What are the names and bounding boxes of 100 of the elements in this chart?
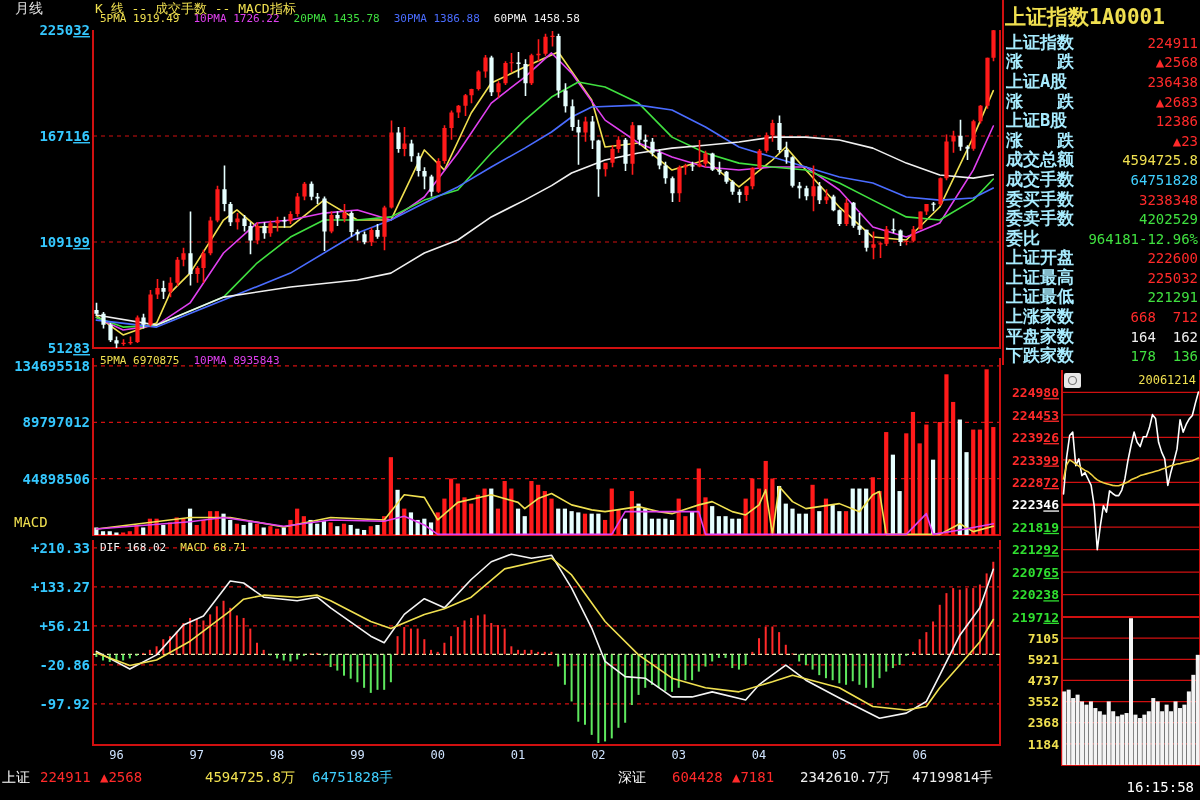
bar bbox=[824, 654, 827, 679]
y-tick-label: 219712 bbox=[1012, 609, 1059, 625]
bar bbox=[671, 654, 674, 692]
bar bbox=[450, 636, 453, 655]
bar bbox=[811, 654, 814, 670]
bar bbox=[268, 526, 273, 535]
bar bbox=[818, 654, 821, 676]
bar bbox=[804, 654, 807, 666]
text: 164 162 bbox=[1130, 328, 1198, 345]
bar bbox=[798, 654, 801, 662]
text: 上证开盘 bbox=[1005, 247, 1074, 268]
text: 3238348 bbox=[1138, 191, 1198, 208]
chart-title: 20061214 bbox=[1138, 373, 1196, 387]
bar bbox=[891, 654, 894, 669]
y-tick-label: 223399 bbox=[1012, 452, 1059, 468]
y-tick-label: +210.33 bbox=[30, 539, 90, 556]
y-tick-label: -20.86 bbox=[39, 656, 90, 673]
text: 236438 bbox=[1147, 73, 1198, 90]
bar bbox=[362, 529, 367, 535]
chart-title: MACD bbox=[14, 514, 48, 530]
y-tick-label: 220765 bbox=[1012, 564, 1059, 580]
bar bbox=[870, 477, 875, 535]
text: 成交手数 bbox=[1005, 168, 1075, 189]
bar bbox=[838, 654, 841, 684]
legend: 5PMA 6970875 10PMA 8935843 bbox=[100, 354, 280, 367]
bar bbox=[529, 481, 534, 535]
x-tick-label: 97 bbox=[189, 748, 204, 762]
bar bbox=[423, 639, 426, 655]
bar bbox=[376, 654, 379, 690]
text: 上证A股 bbox=[1005, 70, 1069, 91]
text: 下跌家数 bbox=[1005, 345, 1075, 366]
bar bbox=[510, 646, 513, 655]
bar bbox=[930, 459, 936, 535]
bar bbox=[597, 654, 600, 743]
bar bbox=[343, 654, 346, 676]
bar bbox=[664, 654, 667, 691]
x-tick-label: 96 bbox=[109, 748, 124, 762]
bar bbox=[228, 519, 233, 535]
text: 上证最低 bbox=[1005, 286, 1074, 307]
bar bbox=[885, 654, 888, 672]
bar bbox=[790, 508, 795, 535]
text: ▲2683 bbox=[1155, 93, 1198, 110]
bar bbox=[563, 654, 566, 685]
bar bbox=[845, 654, 848, 685]
y-tick-label: 221819 bbox=[1012, 519, 1059, 535]
bar bbox=[383, 654, 386, 690]
bar bbox=[141, 527, 146, 535]
text: 4594725.8万 bbox=[205, 769, 295, 785]
bar bbox=[643, 508, 648, 535]
bar bbox=[576, 512, 581, 535]
bar bbox=[663, 518, 668, 535]
bar bbox=[100, 531, 106, 535]
x-tick-label: 05 bbox=[832, 748, 847, 762]
bar bbox=[215, 606, 218, 655]
bar bbox=[918, 639, 921, 655]
bar bbox=[778, 632, 781, 655]
bar bbox=[363, 654, 366, 688]
bar bbox=[296, 654, 299, 660]
text: 4202529 bbox=[1138, 211, 1198, 228]
bar bbox=[495, 508, 501, 535]
bar bbox=[463, 620, 466, 655]
bar bbox=[416, 628, 419, 655]
bar bbox=[810, 484, 815, 535]
bar bbox=[944, 374, 949, 535]
bar bbox=[443, 642, 446, 655]
bar bbox=[583, 654, 586, 725]
bar bbox=[649, 518, 655, 535]
bar bbox=[851, 654, 854, 682]
bar bbox=[1075, 694, 1080, 765]
bar bbox=[121, 532, 126, 535]
bar bbox=[964, 452, 969, 535]
text: 平盘家数 bbox=[1005, 325, 1075, 346]
bar bbox=[1195, 654, 1200, 765]
bar bbox=[577, 654, 580, 722]
text: 668 712 bbox=[1130, 309, 1198, 326]
bar bbox=[368, 526, 373, 535]
x-tick-label: 04 bbox=[751, 748, 767, 762]
bar bbox=[122, 654, 125, 661]
text: 涨 跌 bbox=[1005, 90, 1075, 111]
bar bbox=[470, 617, 473, 655]
bar bbox=[683, 516, 688, 535]
y-tick-label: +133.27 bbox=[30, 578, 90, 595]
bar bbox=[758, 638, 761, 655]
bar bbox=[924, 424, 929, 535]
bar bbox=[710, 506, 715, 535]
text: 224911 bbox=[1147, 34, 1198, 51]
bar bbox=[369, 654, 372, 693]
bar bbox=[556, 508, 561, 535]
y-tick-label: 134695518 bbox=[14, 357, 90, 374]
bar bbox=[843, 511, 849, 535]
bar bbox=[348, 524, 353, 535]
bar bbox=[128, 654, 131, 659]
bar bbox=[716, 516, 721, 535]
bar bbox=[469, 503, 474, 535]
bar bbox=[704, 654, 707, 667]
bar bbox=[403, 627, 406, 655]
text: 178 136 bbox=[1130, 348, 1198, 365]
line-series bbox=[95, 510, 995, 536]
bar bbox=[276, 654, 279, 659]
bar bbox=[562, 508, 568, 535]
